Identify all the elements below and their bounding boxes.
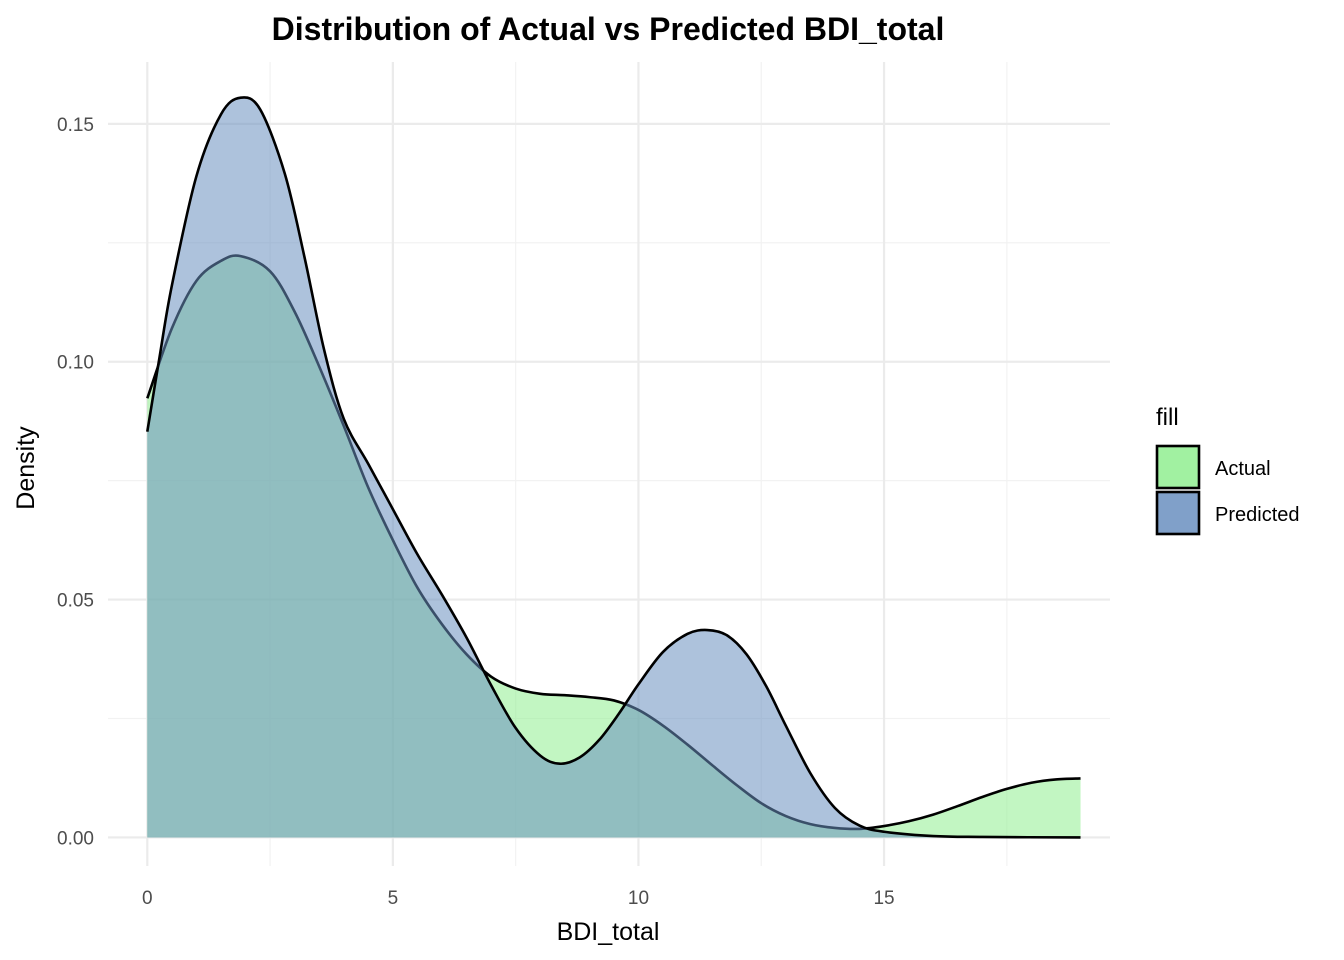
x-axis-title: BDI_total <box>557 918 660 946</box>
density-areas <box>146 96 1081 839</box>
legend-swatch-actual <box>1155 444 1201 490</box>
y-tick-label: 0.10 <box>57 353 94 374</box>
density-line-predicted <box>146 96 1081 839</box>
legend: fill Actual Predicted <box>1155 404 1300 536</box>
y-axis-tick-labels: 0.00 0.05 0.10 0.15 <box>57 115 94 850</box>
y-tick-label: 0.15 <box>57 115 94 136</box>
legend-item-predicted: Predicted <box>1155 490 1300 536</box>
x-axis-tick-labels: 0 5 10 15 <box>142 888 895 909</box>
y-tick-label: 0.00 <box>57 828 94 849</box>
legend-swatch-predicted <box>1155 490 1201 536</box>
legend-label-predicted: Predicted <box>1215 504 1300 526</box>
x-tick-label: 5 <box>388 888 399 909</box>
x-tick-label: 0 <box>142 888 153 909</box>
legend-label-actual: Actual <box>1215 458 1271 480</box>
x-tick-label: 15 <box>873 888 894 909</box>
x-tick-label: 10 <box>628 888 649 909</box>
y-axis-title: Density <box>12 426 40 510</box>
density-area-predicted <box>147 97 1081 838</box>
legend-item-actual: Actual <box>1155 444 1271 490</box>
y-tick-label: 0.05 <box>57 591 94 612</box>
legend-title: fill <box>1156 404 1179 431</box>
chart-title: Distribution of Actual vs Predicted BDI_… <box>272 11 945 47</box>
